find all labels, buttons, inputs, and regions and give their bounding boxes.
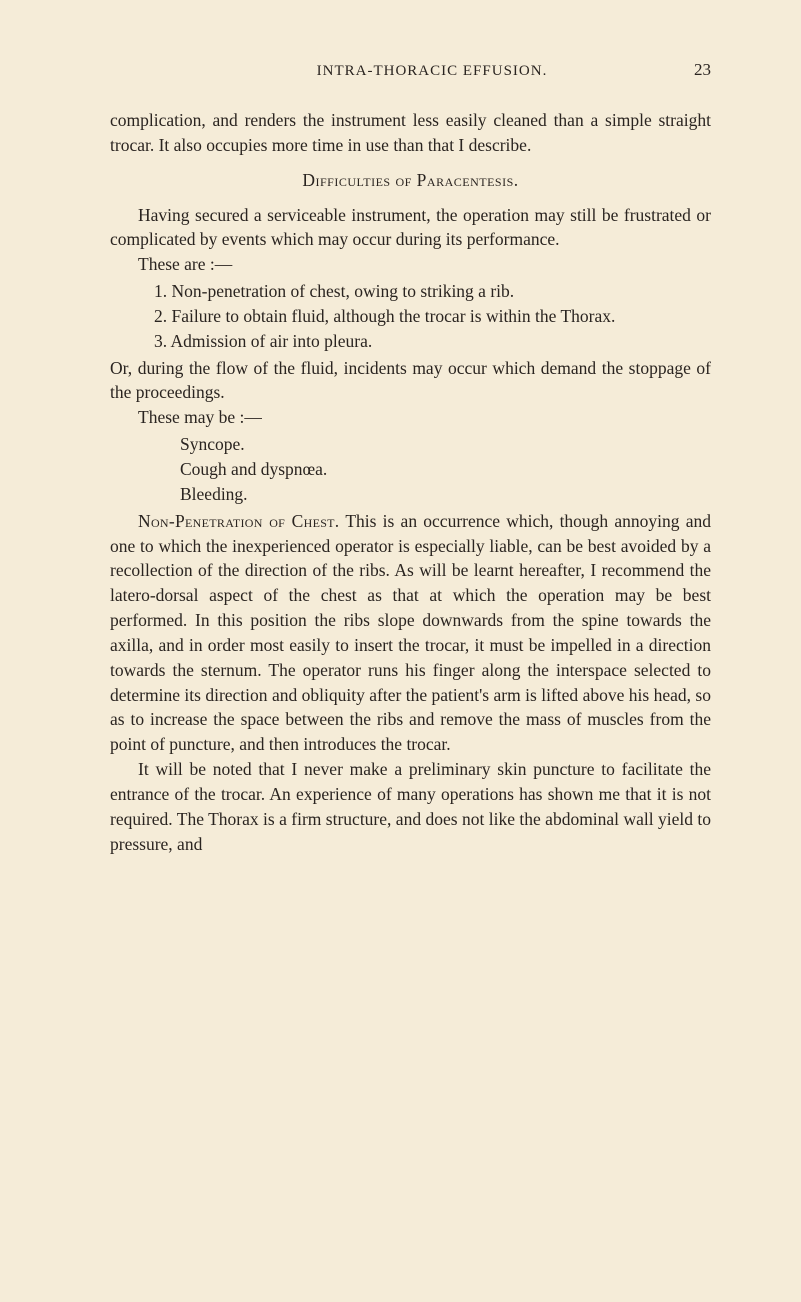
paragraph-2: Having secured a serviceable instrument,…: [110, 203, 711, 253]
page-header: INTRA-THORACIC EFFUSION. 23: [110, 60, 711, 80]
paragraph-6-body: This is an occurrence which, though anno…: [110, 511, 711, 755]
paragraph-4: Or, during the flow of the fluid, incide…: [110, 356, 711, 406]
list-item-1: 1. Non-penetration of chest, owing to st…: [110, 279, 711, 304]
section-title-difficulties: Difficulties of Paracentesis.: [110, 168, 711, 193]
symptom-2: Cough and dyspnœa.: [110, 457, 711, 482]
numbered-list-1: 1. Non-penetration of chest, owing to st…: [110, 279, 711, 354]
list-item-2: 2. Failure to obtain fluid, although the…: [110, 304, 711, 329]
page-number: 23: [694, 60, 711, 80]
paragraph-5: These may be :—: [110, 405, 711, 430]
page-body: complication, and renders the instrument…: [110, 108, 711, 856]
symptom-1: Syncope.: [110, 432, 711, 457]
paragraph-1: complication, and renders the instrument…: [110, 108, 711, 158]
paragraph-3: These are :—: [110, 252, 711, 277]
symptom-3: Bleeding.: [110, 482, 711, 507]
paragraph-6: Non-Penetration of Chest. This is an occ…: [110, 509, 711, 757]
paragraph-7: It will be noted that I never make a pre…: [110, 757, 711, 856]
running-head: INTRA-THORACIC EFFUSION.: [110, 63, 694, 80]
paragraph-6-lead: Non-Penetration of Chest.: [138, 511, 339, 531]
list-item-3: 3. Admission of air into pleura.: [110, 329, 711, 354]
symptom-list: Syncope. Cough and dyspnœa. Bleeding.: [110, 432, 711, 507]
